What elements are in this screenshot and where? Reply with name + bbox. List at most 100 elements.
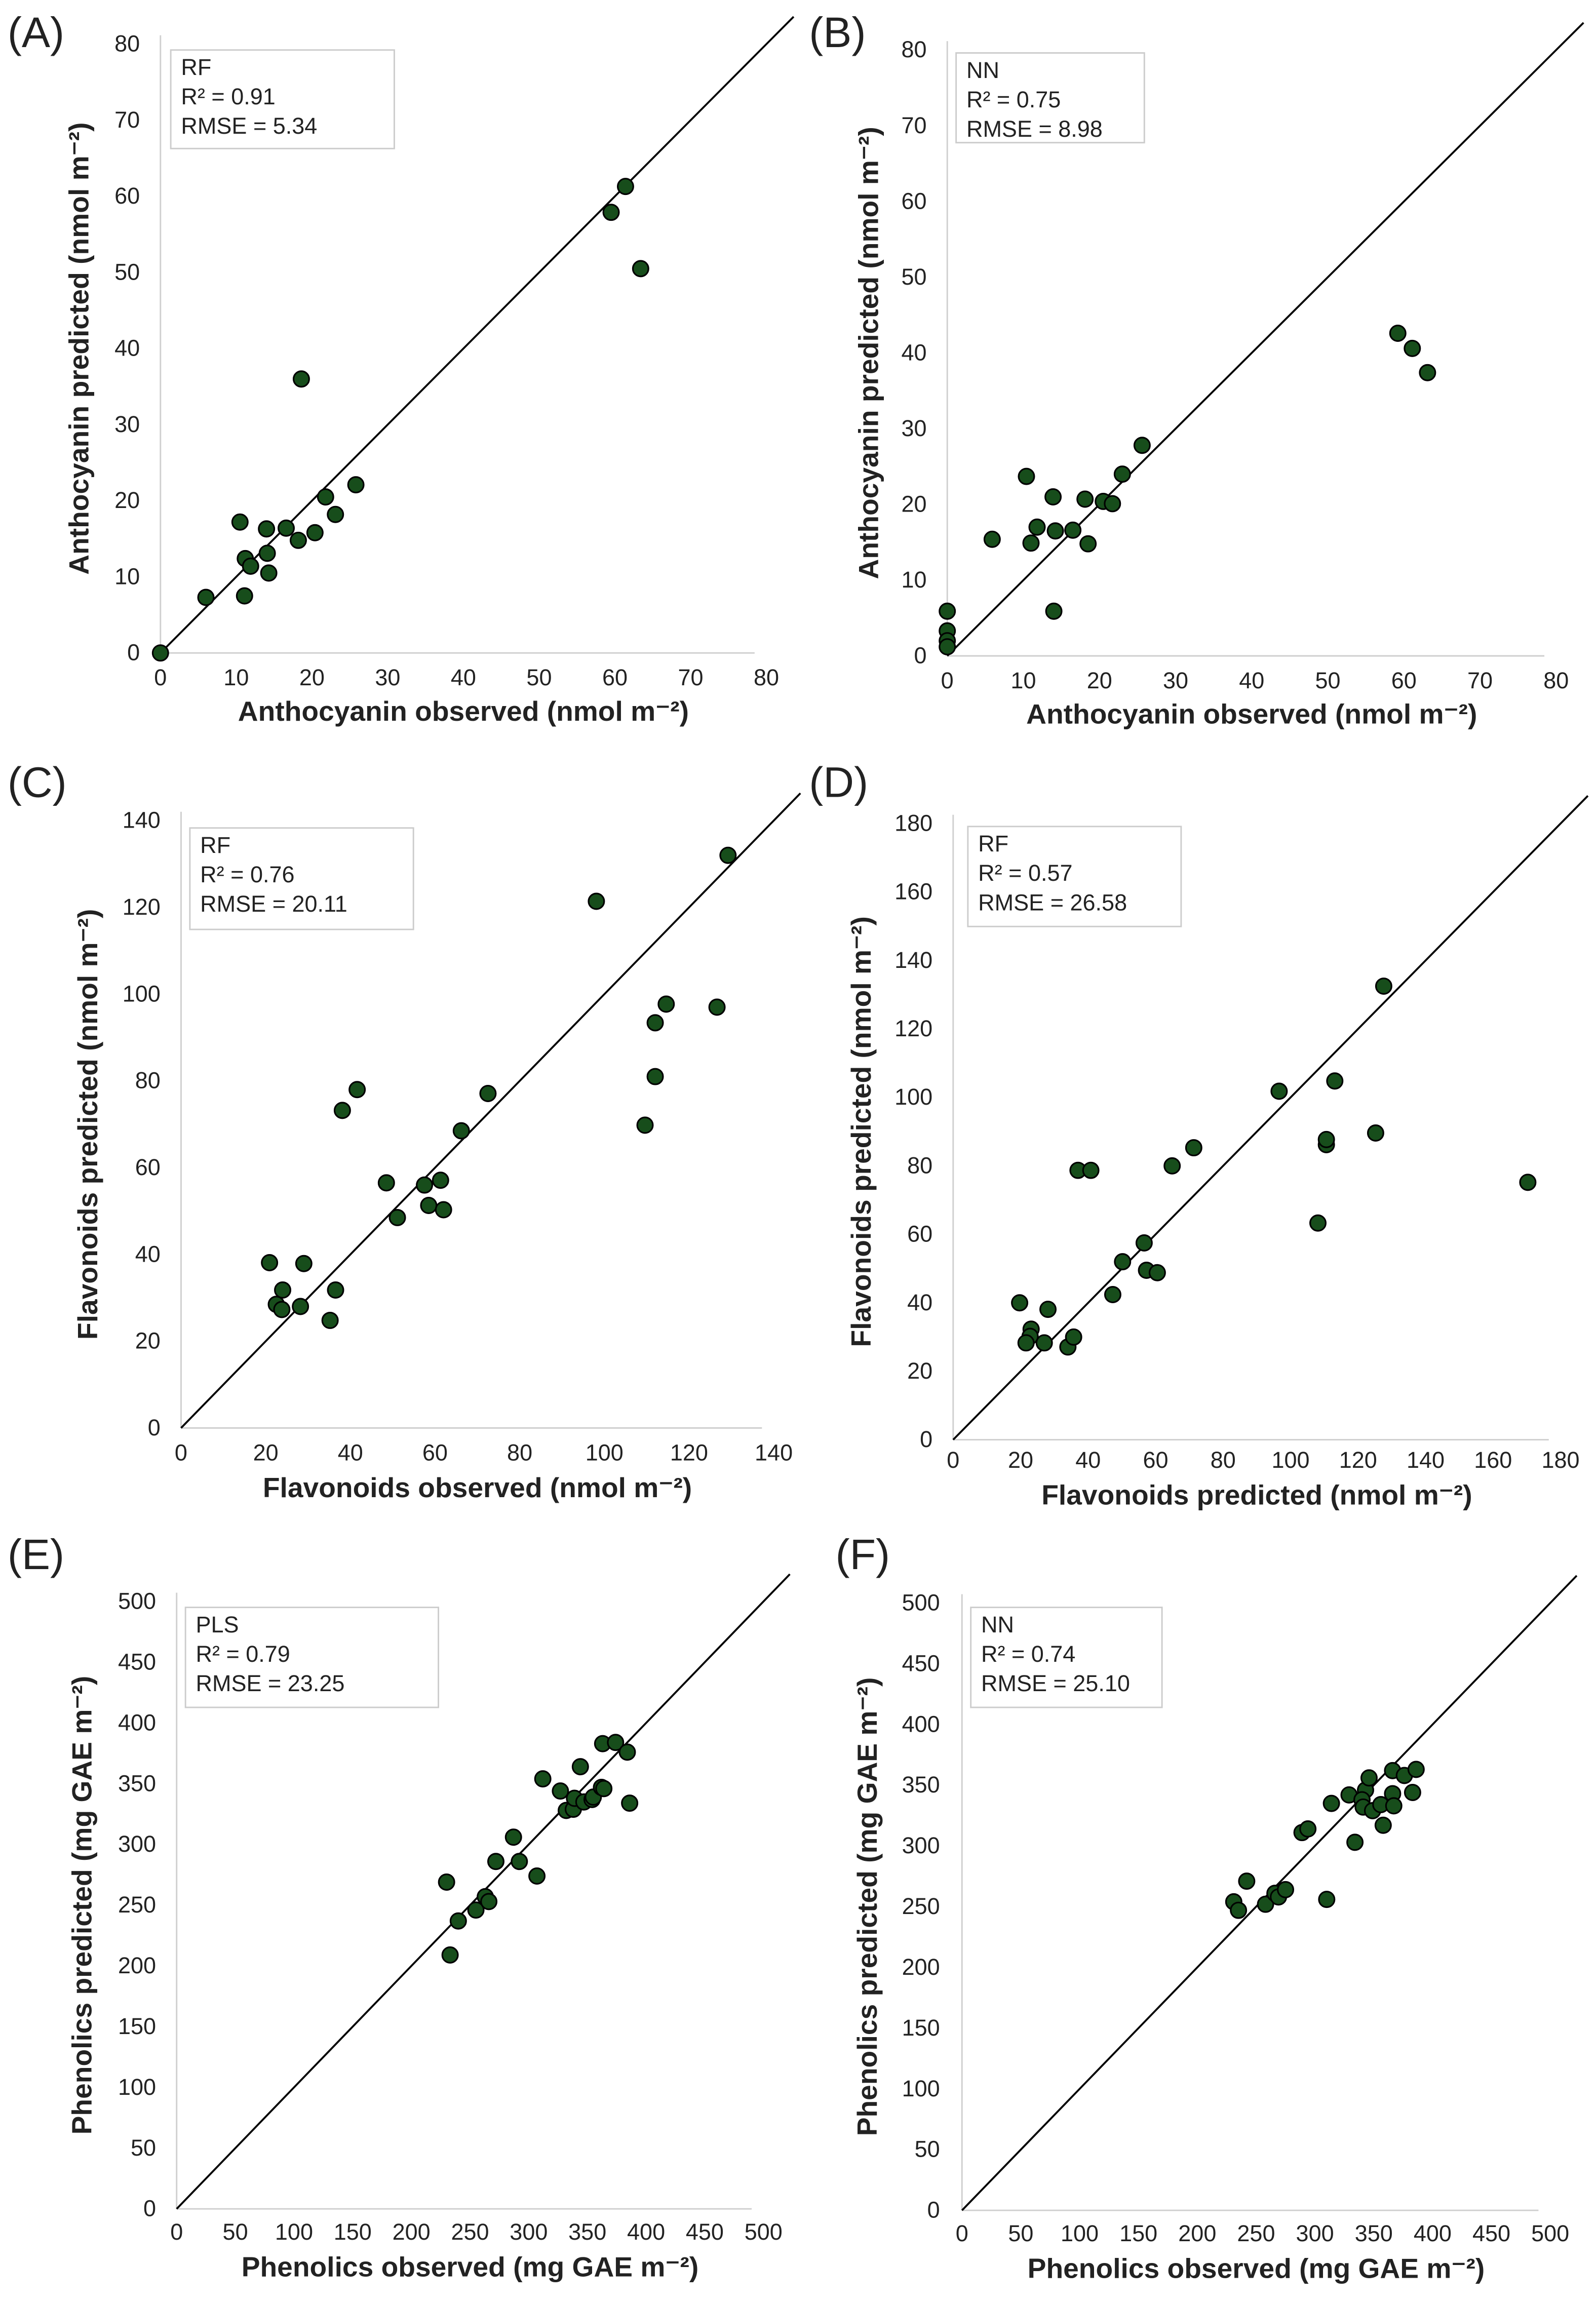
x-tick-label: 40 — [451, 665, 476, 690]
data-point — [1022, 534, 1040, 552]
x-tick-label: 80 — [1211, 1447, 1236, 1473]
x-tick-label: 0 — [170, 2219, 183, 2245]
data-point — [1045, 602, 1063, 620]
data-point — [151, 644, 169, 662]
data-point — [1419, 364, 1436, 381]
y-tick-label: 350 — [902, 1772, 940, 1798]
y-tick-label: 150 — [902, 2015, 940, 2041]
panel-a: 0 10 20 30 40 50 60 70 80 0 10 20 30 40 50 60 70 80 Anthoc… — [8, 9, 795, 727]
one-to-one-line — [946, 22, 1584, 657]
x-tick-label: 10 — [223, 665, 249, 690]
data-point — [1404, 1784, 1421, 1802]
legend-box: NN R² = 0.75 RMSE = 8.98 — [955, 52, 1145, 144]
legend-model: RF — [181, 54, 211, 80]
data-point — [242, 557, 259, 575]
panel-f: 0 50 100 150 200 250 300 350 400 450 500 0 50 100 150 2… — [836, 1531, 1578, 2284]
data-point — [197, 589, 215, 606]
y-tick-label: 0 — [143, 2196, 156, 2221]
x-tick-label: 450 — [686, 2219, 724, 2245]
data-point — [348, 1081, 366, 1099]
panel-label: (C) — [8, 759, 67, 806]
legend-r2: R² = 0.91 — [181, 84, 275, 109]
y-tick-label: 60 — [907, 1221, 932, 1247]
panel-label: (B) — [809, 9, 866, 56]
data-point — [1346, 1833, 1364, 1851]
data-point — [1185, 1139, 1202, 1157]
x-tick-label: 160 — [1474, 1447, 1512, 1473]
y-axis-title: Phenolics predicted (mg GAE m⁻²) — [66, 1676, 97, 2135]
data-point — [1148, 1264, 1166, 1281]
y-tick-label: 120 — [123, 894, 161, 920]
x-axis-title: Phenolics observed (mg GAE m⁻²) — [242, 2251, 699, 2283]
x-tick-label: 120 — [1339, 1447, 1377, 1473]
panel-e: 0 50 100 150 200 250 300 350 400 450 500 0 50 100 150 2… — [8, 1531, 791, 2283]
y-tick-label: 20 — [114, 487, 140, 513]
y-tick-label: 60 — [114, 183, 140, 209]
legend-rmse: RMSE = 23.25 — [196, 1670, 344, 1696]
data-point — [258, 520, 276, 538]
legend-model: PLS — [196, 1612, 239, 1637]
x-tick-label: 500 — [745, 2219, 783, 2245]
y-axis-title: Flavonoids predicted (nmol m⁻²) — [845, 916, 877, 1347]
y-tick-label: 300 — [902, 1832, 940, 1858]
y-tick-label: 80 — [907, 1152, 932, 1178]
x-tick-label: 100 — [275, 2219, 313, 2245]
data-point — [388, 1208, 406, 1226]
legend-model: NN — [966, 57, 999, 83]
data-point — [602, 204, 620, 221]
legend-model: RF — [200, 832, 230, 858]
y-tick-label: 10 — [114, 563, 140, 589]
x-tick-label: 0 — [175, 1439, 187, 1465]
x-tick-label: 10 — [1010, 668, 1036, 693]
x-tick-label: 150 — [1119, 2220, 1157, 2246]
x-tick-label: 100 — [586, 1439, 624, 1465]
x-tick-label: 100 — [1061, 2220, 1099, 2246]
x-tick-label: 0 — [154, 665, 167, 690]
data-point — [479, 1084, 497, 1102]
data-point — [1046, 522, 1064, 540]
x-tick-label: 70 — [1467, 668, 1493, 693]
data-point — [1135, 1234, 1153, 1252]
y-tick-label: 80 — [135, 1068, 161, 1094]
x-tick-label: 60 — [422, 1439, 448, 1465]
x-tick-label: 250 — [451, 2219, 489, 2245]
data-point — [438, 1873, 455, 1891]
data-point — [1017, 1334, 1035, 1352]
x-tick-label: 200 — [1178, 2220, 1216, 2246]
y-tick-label: 100 — [902, 2076, 940, 2101]
data-point — [1270, 1082, 1288, 1100]
data-point — [306, 524, 324, 541]
y-tick-label: 0 — [148, 1415, 161, 1440]
x-tick-label: 40 — [1239, 668, 1264, 693]
x-tick-label: 80 — [507, 1439, 532, 1465]
data-point — [632, 260, 649, 278]
data-point — [1318, 1891, 1336, 1908]
data-point — [595, 1780, 613, 1798]
x-tick-label: 0 — [956, 2220, 968, 2246]
data-point — [435, 1201, 452, 1219]
data-point — [636, 1116, 654, 1134]
x-axis-title: Anthocyanin observed (nmol m⁻²) — [1026, 698, 1477, 730]
y-tick-label: 40 — [135, 1241, 161, 1267]
data-point — [1277, 1881, 1295, 1898]
x-tick-label: 180 — [1541, 1447, 1579, 1473]
data-point — [1039, 1301, 1057, 1318]
legend-rmse: RMSE = 26.58 — [978, 889, 1127, 915]
legend-r2: R² = 0.76 — [200, 862, 294, 887]
y-tick-label: 100 — [123, 981, 161, 1006]
y-axis-title: Anthocyanin predicted (nmol m⁻²) — [853, 127, 884, 579]
y-tick-label: 120 — [894, 1016, 932, 1041]
x-tick-label: 50 — [1008, 2220, 1033, 2246]
y-tick-label: 40 — [114, 335, 140, 361]
y-tick-label: 50 — [131, 2135, 156, 2161]
x-tick-label: 0 — [941, 668, 954, 693]
data-point — [1317, 1130, 1335, 1148]
panel-label: (A) — [8, 9, 64, 56]
data-point — [1230, 1901, 1248, 1919]
legend-rmse: RMSE = 8.98 — [966, 116, 1103, 142]
x-tick-label: 50 — [1315, 668, 1340, 693]
y-tick-label: 0 — [127, 640, 140, 666]
data-point — [939, 602, 956, 620]
x-tick-label: 300 — [1296, 2220, 1334, 2246]
data-point — [273, 1301, 291, 1318]
